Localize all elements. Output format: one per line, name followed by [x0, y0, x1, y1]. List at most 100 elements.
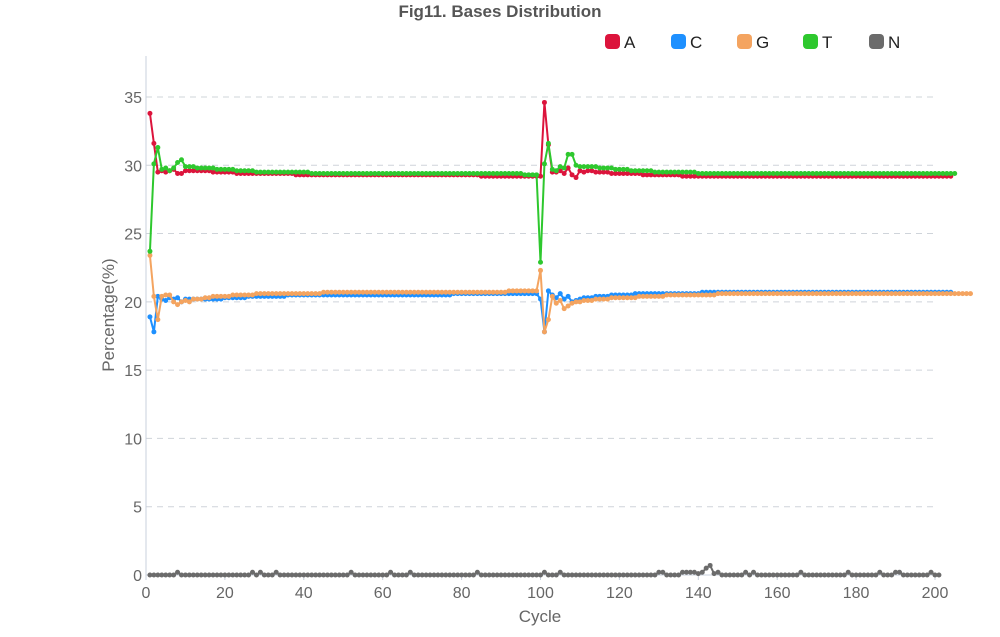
data-point [798, 569, 804, 575]
data-point [242, 572, 248, 578]
data-point [522, 288, 528, 294]
data-point [459, 289, 465, 295]
data-point [175, 569, 181, 575]
data-point [411, 289, 417, 295]
data-point [553, 300, 559, 306]
y-tick-label: 25 [124, 227, 142, 244]
data-point [321, 289, 327, 295]
data-point [719, 291, 725, 297]
data-point [447, 572, 453, 578]
data-point [230, 292, 236, 298]
data-point [656, 293, 662, 299]
data-point [577, 572, 583, 578]
data-point [297, 572, 303, 578]
data-point [680, 169, 686, 175]
data-point [632, 295, 638, 301]
data-point [427, 289, 433, 295]
data-point [869, 291, 875, 297]
data-point [415, 572, 421, 578]
data-point [766, 170, 772, 176]
data-point [620, 295, 626, 301]
data-point [179, 157, 184, 163]
data-point [305, 291, 311, 297]
data-point [616, 170, 622, 176]
data-point [573, 299, 579, 305]
data-point [514, 572, 520, 578]
data-point [940, 170, 946, 176]
data-point [794, 291, 800, 297]
data-point [494, 170, 500, 176]
data-point [589, 572, 595, 578]
data-point [731, 572, 737, 578]
data-point [798, 291, 804, 297]
data-point [683, 173, 689, 179]
data-point [758, 170, 764, 176]
data-point [581, 297, 587, 303]
data-point [605, 296, 611, 302]
data-point [226, 166, 232, 172]
data-point [822, 291, 828, 297]
data-point [388, 170, 394, 176]
data-point [348, 569, 354, 575]
data-point [833, 291, 839, 297]
data-point [786, 572, 792, 578]
data-point [419, 572, 425, 578]
data-point [541, 329, 547, 335]
data-point [427, 572, 433, 578]
data-point [463, 572, 469, 578]
data-point [459, 170, 465, 176]
data-point [293, 169, 299, 175]
data-point [297, 291, 303, 297]
data-point [372, 572, 378, 578]
data-point [861, 291, 867, 297]
data-point [455, 289, 461, 295]
y-tick-label: 20 [124, 295, 142, 312]
data-point [478, 170, 484, 176]
data-point [545, 288, 551, 294]
data-point [399, 170, 405, 176]
data-point [336, 572, 342, 578]
data-point [660, 569, 666, 575]
data-point [723, 291, 729, 297]
data-point [340, 289, 346, 295]
data-point [711, 170, 717, 176]
x-tick-label: 40 [295, 585, 313, 602]
data-point [715, 569, 721, 575]
data-point [581, 169, 587, 175]
data-point [364, 170, 370, 176]
data-point [565, 151, 571, 157]
data-point [482, 170, 488, 176]
data-point [924, 170, 930, 176]
data-point [257, 569, 263, 575]
data-point [885, 291, 891, 297]
data-point [538, 572, 543, 578]
data-point [703, 170, 709, 176]
data-point [238, 292, 244, 298]
data-point [648, 293, 654, 299]
data-point [837, 291, 843, 297]
data-point [640, 572, 646, 578]
data-point [147, 248, 153, 254]
data-point [246, 292, 252, 298]
data-point [573, 572, 579, 578]
data-point [845, 291, 851, 297]
data-point [782, 170, 788, 176]
data-point [293, 572, 299, 578]
data-point [841, 170, 847, 176]
data-point [261, 572, 267, 578]
data-point [893, 170, 899, 176]
legend-label: N [888, 33, 900, 52]
data-point [593, 169, 599, 175]
data-point [960, 291, 966, 297]
data-point [530, 288, 536, 294]
data-point [810, 291, 816, 297]
data-point [155, 572, 161, 578]
series-t [147, 140, 958, 265]
data-point [234, 572, 240, 578]
data-point [766, 572, 772, 578]
data-point [210, 165, 216, 171]
data-point [672, 572, 678, 578]
data-point [163, 572, 169, 578]
data-point [218, 572, 224, 578]
data-point [833, 572, 839, 578]
